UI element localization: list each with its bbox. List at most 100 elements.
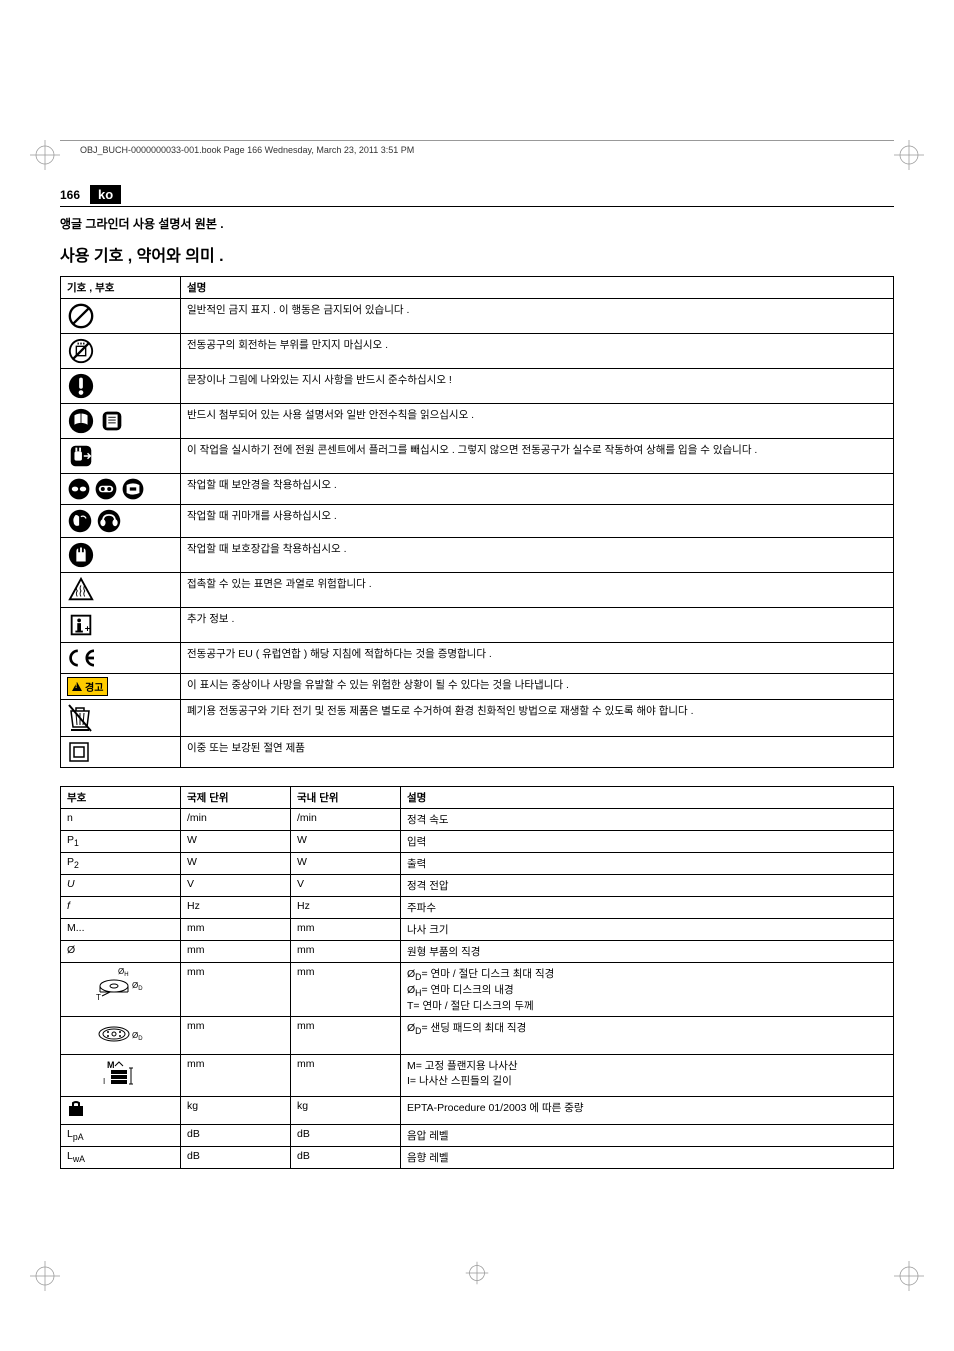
table-row: 반드시 첨부되어 있는 사용 설명서와 일반 안전수칙을 읽으십시오 . bbox=[61, 404, 894, 439]
t2-header-desc: 설명 bbox=[401, 787, 894, 809]
t2-header-dom: 국내 단위 bbox=[291, 787, 401, 809]
desc-cell: ØD= 연마 / 절단 디스크 최대 직경ØH= 연마 디스크의 내경T= 연마… bbox=[401, 963, 894, 1017]
no-touch-rotating-icon bbox=[61, 334, 181, 369]
table-row: LwA dB dB 음향 레벨 bbox=[61, 1147, 894, 1169]
intl-cell: dB bbox=[181, 1125, 291, 1147]
center-crop-mark bbox=[462, 1258, 492, 1291]
sym-cell: P2 bbox=[61, 853, 181, 875]
dom-cell: mm bbox=[291, 1017, 401, 1055]
symbols-table: 기호 , 부호 설명 일반적인 금지 표지 . 이 행동은 금지되어 있습니다 … bbox=[60, 276, 894, 768]
weight-icon bbox=[61, 1097, 181, 1125]
table-row: 이 작업을 실시하기 전에 전원 콘센트에서 플러그를 빼십시오 . 그렇지 않… bbox=[61, 439, 894, 474]
t1-header-symbol: 기호 , 부호 bbox=[61, 277, 181, 299]
table-row: ØD mm mm ØD= 샌딩 패드의 최대 직경 bbox=[61, 1017, 894, 1055]
desc-cell: 원형 부품의 직경 bbox=[401, 941, 894, 963]
svg-text:M: M bbox=[107, 1060, 115, 1070]
ce-icon bbox=[61, 643, 181, 674]
dom-cell: W bbox=[291, 831, 401, 853]
prohibition-icon bbox=[61, 299, 181, 334]
page-subtitle: 앵글 그라인더 사용 설명서 원본 . bbox=[60, 215, 894, 232]
dom-cell: /min bbox=[291, 809, 401, 831]
desc-cell: 주파수 bbox=[401, 897, 894, 919]
desc-cell: 반드시 첨부되어 있는 사용 설명서와 일반 안전수칙을 읽으십시오 . bbox=[181, 404, 894, 439]
table-row: 경고 이 표시는 중상이나 사망을 유발할 수 있는 위험한 상황이 될 수 있… bbox=[61, 674, 894, 700]
dom-cell: mm bbox=[291, 1055, 401, 1097]
sym-cell: P1 bbox=[61, 831, 181, 853]
desc-cell: 나사 크기 bbox=[401, 919, 894, 941]
table-row: 이중 또는 보강된 절연 제품 bbox=[61, 737, 894, 768]
desc-cell: 문장이나 그림에 나와있는 지시 사항을 반드시 준수하십시오 ! bbox=[181, 369, 894, 404]
crop-mark-bl bbox=[30, 1261, 60, 1291]
desc-cell: 정격 속도 bbox=[401, 809, 894, 831]
units-table: 부호 국제 단위 국내 단위 설명 n /min /min 정격 속도 P1 W… bbox=[60, 786, 894, 1169]
svg-text:ØD: ØD bbox=[132, 981, 143, 992]
thread-diagram-icon: MI bbox=[61, 1055, 181, 1097]
intl-cell: mm bbox=[181, 963, 291, 1017]
intl-cell: dB bbox=[181, 1147, 291, 1169]
crop-mark-tr bbox=[894, 140, 924, 170]
crop-mark-tl bbox=[30, 140, 60, 170]
table-row: 작업할 때 보안경을 착용하십시오 . bbox=[61, 474, 894, 505]
desc-cell: 이 작업을 실시하기 전에 전원 콘센트에서 플러그를 빼십시오 . 그렇지 않… bbox=[181, 439, 894, 474]
dom-cell: dB bbox=[291, 1147, 401, 1169]
desc-cell: 정격 전압 bbox=[401, 875, 894, 897]
warning-text: 경고 bbox=[85, 679, 103, 694]
intl-cell: Hz bbox=[181, 897, 291, 919]
page-number: 166 bbox=[60, 188, 80, 202]
table-row: f Hz Hz 주파수 bbox=[61, 897, 894, 919]
unplug-icon bbox=[61, 439, 181, 474]
desc-cell: 추가 정보 . bbox=[181, 608, 894, 643]
svg-text:I: I bbox=[103, 1077, 105, 1086]
sym-cell: M... bbox=[61, 919, 181, 941]
sym-cell: LwA bbox=[61, 1147, 181, 1169]
desc-cell: 음압 레벨 bbox=[401, 1125, 894, 1147]
ear-protection-icon bbox=[61, 505, 181, 538]
table-row: M... mm mm 나사 크기 bbox=[61, 919, 894, 941]
dom-cell: kg bbox=[291, 1097, 401, 1125]
desc-cell: 작업할 때 보안경을 착용하십시오 . bbox=[181, 474, 894, 505]
desc-cell: EPTA-Procedure 01/2003 에 따른 중량 bbox=[401, 1097, 894, 1125]
table-row: LpA dB dB 음압 레벨 bbox=[61, 1125, 894, 1147]
header-divider bbox=[60, 140, 894, 141]
sym-cell: f bbox=[61, 897, 181, 919]
page-header-row: 166 ko bbox=[60, 185, 894, 207]
desc-cell: 입력 bbox=[401, 831, 894, 853]
intl-cell: V bbox=[181, 875, 291, 897]
t2-header-symbol: 부호 bbox=[61, 787, 181, 809]
crop-mark-br bbox=[894, 1261, 924, 1291]
mandatory-icon bbox=[61, 369, 181, 404]
table-row: MI mm mm M= 고정 플랜지용 나사산I= 나사산 스핀들의 길이 bbox=[61, 1055, 894, 1097]
dom-cell: Hz bbox=[291, 897, 401, 919]
table-row: + 추가 정보 . bbox=[61, 608, 894, 643]
double-insulation-icon bbox=[61, 737, 181, 768]
table-row: 폐기용 전동공구와 기타 전기 및 전동 제품은 별도로 수거하여 환경 친화적… bbox=[61, 700, 894, 737]
desc-cell: 전동공구가 EU ( 유럽연합 ) 해당 지침에 적합하다는 것을 증명합니다 … bbox=[181, 643, 894, 674]
info-icon: + bbox=[61, 608, 181, 643]
table-row: 전동공구의 회전하는 부위를 만지지 마십시오 . bbox=[61, 334, 894, 369]
desc-cell: 폐기용 전동공구와 기타 전기 및 전동 제품은 별도로 수거하여 환경 친화적… bbox=[181, 700, 894, 737]
table-row: n /min /min 정격 속도 bbox=[61, 809, 894, 831]
table-row: 일반적인 금지 표지 . 이 행동은 금지되어 있습니다 . bbox=[61, 299, 894, 334]
dom-cell: mm bbox=[291, 963, 401, 1017]
desc-cell: 음향 레벨 bbox=[401, 1147, 894, 1169]
intl-cell: /min bbox=[181, 809, 291, 831]
svg-text:T: T bbox=[96, 993, 101, 1002]
dom-cell: mm bbox=[291, 941, 401, 963]
intl-cell: W bbox=[181, 853, 291, 875]
intl-cell: mm bbox=[181, 1055, 291, 1097]
desc-cell: 출력 bbox=[401, 853, 894, 875]
table-row: Ø mm mm 원형 부품의 직경 bbox=[61, 941, 894, 963]
dom-cell: W bbox=[291, 853, 401, 875]
table-row: 작업할 때 귀마개를 사용하십시오 . bbox=[61, 505, 894, 538]
weee-icon bbox=[61, 700, 181, 737]
gloves-icon bbox=[61, 538, 181, 573]
table-row: 작업할 때 보호장갑을 착용하십시오 . bbox=[61, 538, 894, 573]
sym-cell: n bbox=[61, 809, 181, 831]
sym-cell: Ø bbox=[61, 941, 181, 963]
hot-surface-icon bbox=[61, 573, 181, 608]
t2-header-intl: 국제 단위 bbox=[181, 787, 291, 809]
desc-cell: 접촉할 수 있는 표면은 과열로 위험합니다 . bbox=[181, 573, 894, 608]
read-manual-icon bbox=[61, 404, 181, 439]
warning-triangle-icon bbox=[72, 682, 82, 691]
disc-diagram-icon: ØHØDT bbox=[61, 963, 181, 1017]
